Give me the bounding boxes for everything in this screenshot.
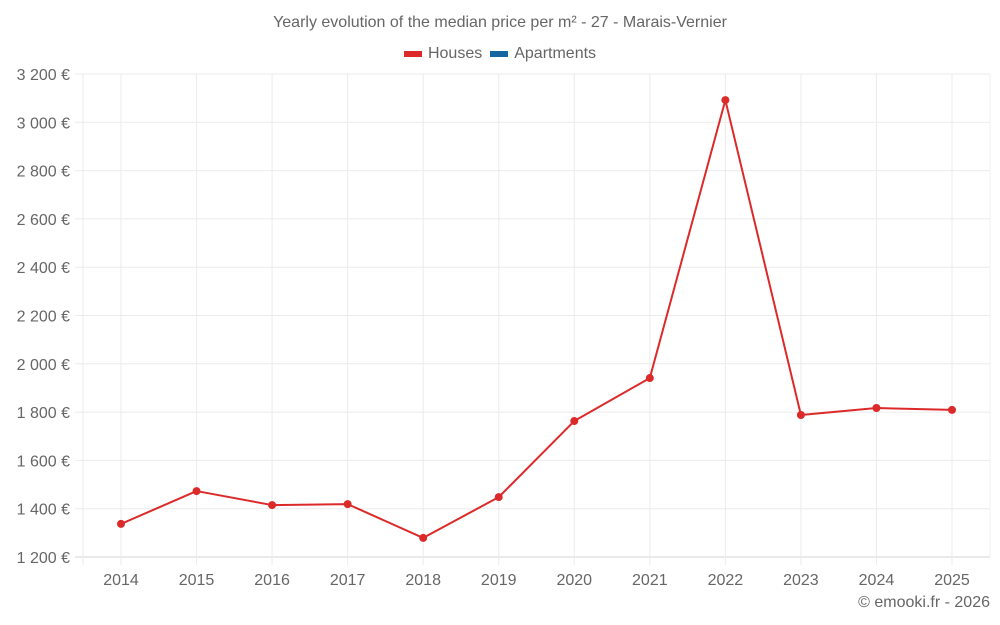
data-point[interactable] xyxy=(192,487,201,496)
y-axis: 1 200 € 1 400 € 1 600 € 1 800 € 2 000 € 2 200… xyxy=(17,67,70,567)
x-tick-label: 2024 xyxy=(859,572,895,589)
y-tick-label: 2 200 € xyxy=(17,309,70,326)
x-tick-label: 2023 xyxy=(783,572,819,589)
y-tick-label: 2 800 € xyxy=(17,164,70,181)
x-tick-label: 2020 xyxy=(556,572,592,589)
y-tick-label: 1 200 € xyxy=(17,550,70,567)
y-tick-label: 3 200 € xyxy=(17,67,70,84)
credit-text: © emooki.fr - 2026 xyxy=(858,594,990,611)
data-point[interactable] xyxy=(645,374,654,383)
data-point[interactable] xyxy=(117,519,125,528)
x-tick-label: 2022 xyxy=(708,572,744,589)
x-tick-label: 2015 xyxy=(179,572,215,589)
data-point[interactable] xyxy=(796,410,805,419)
y-tick-label: 1 600 € xyxy=(17,453,70,470)
legend: Houses Apartments xyxy=(0,45,1000,63)
x-tick-label: 2014 xyxy=(103,572,139,589)
y-tick-label: 2 400 € xyxy=(17,260,70,277)
data-point[interactable] xyxy=(494,493,503,502)
legend-label-houses: Houses xyxy=(427,45,483,62)
y-tick-label: 1 800 € xyxy=(17,405,70,422)
data-point[interactable] xyxy=(948,405,956,414)
chart-title: Yearly evolution of the median price per… xyxy=(273,14,727,31)
data-point[interactable] xyxy=(343,500,352,509)
x-tick-label: 2019 xyxy=(481,572,517,589)
legend-item-houses[interactable]: Houses xyxy=(403,45,483,63)
y-tick-label: 1 400 € xyxy=(17,502,70,519)
gridlines xyxy=(75,73,991,565)
legend-item-apartments[interactable]: Apartments xyxy=(490,45,596,63)
y-tick-label: 2 600 € xyxy=(17,212,70,229)
data-point[interactable] xyxy=(268,501,277,510)
data-point[interactable] xyxy=(872,403,881,412)
y-tick-label: 2 000 € xyxy=(17,357,70,374)
apartments-swatch-icon xyxy=(490,51,509,57)
data-point[interactable] xyxy=(419,533,428,542)
data-point[interactable] xyxy=(721,96,730,105)
data-point[interactable] xyxy=(570,417,579,426)
x-tick-label: 2016 xyxy=(254,572,290,589)
x-tick-label: 2021 xyxy=(632,572,668,589)
x-tick-label: 2025 xyxy=(934,572,970,589)
legend-label-apartments: Apartments xyxy=(514,45,597,62)
houses-swatch-icon xyxy=(403,51,422,57)
x-tick-label: 2017 xyxy=(330,572,366,589)
x-axis: 2014 2015 2016 2017 2018 2019 2020 2021 2022 2023… xyxy=(103,572,970,589)
series-houses xyxy=(117,96,956,542)
y-tick-label: 3 000 € xyxy=(17,115,70,132)
series-line xyxy=(120,99,953,539)
x-tick-label: 2018 xyxy=(405,572,441,589)
